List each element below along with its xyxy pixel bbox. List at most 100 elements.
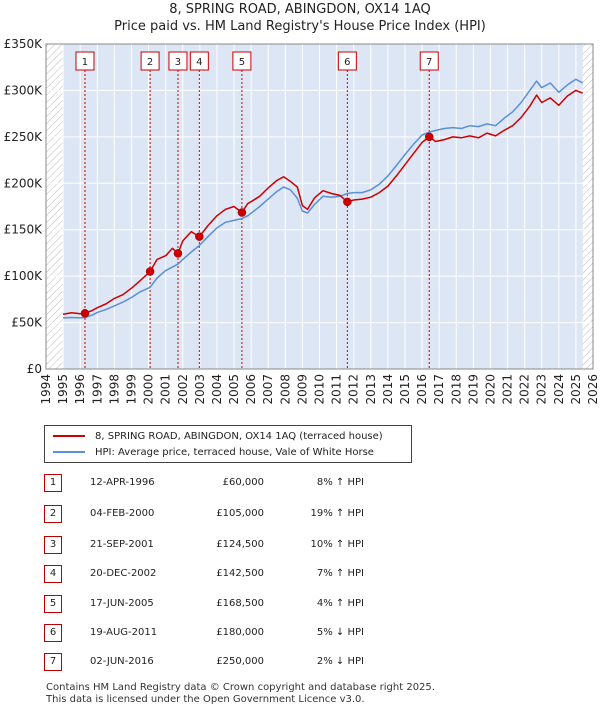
- x-tick-label: 2016: [415, 374, 429, 405]
- x-tick-label: 2010: [313, 374, 327, 405]
- legend-swatch-property: [53, 435, 85, 437]
- sale-number-badge: 3: [44, 536, 62, 554]
- x-tick-label: 1997: [90, 374, 104, 405]
- x-tick-label: 2004: [210, 374, 224, 405]
- sale-hpi-diff: 10% ↑ HPI: [310, 539, 364, 550]
- x-tick-label: 2026: [586, 374, 600, 405]
- sale-hpi-diff: 5% ↓ HPI: [316, 627, 364, 638]
- sale-number-label: 5: [239, 57, 245, 68]
- y-tick-label: £50K: [11, 316, 43, 330]
- sale-number-box: [232, 51, 252, 71]
- x-tick-label: 2001: [159, 374, 173, 405]
- sale-date: 21-SEP-2001: [90, 539, 154, 550]
- x-tick-label: 2017: [432, 374, 446, 405]
- sale-number-box: [189, 51, 209, 71]
- sale-date: 02-JUN-2016: [90, 656, 154, 667]
- x-tick-label: 2015: [398, 374, 412, 405]
- sale-number-box: [419, 51, 439, 71]
- sale-number-badge: 5: [44, 595, 62, 613]
- x-tick-label: 2019: [466, 374, 480, 405]
- legend-item-hpi: HPI: Average price, terraced house, Vale…: [53, 445, 374, 459]
- table-row: 4 20-DEC-2002 £142,500 7% ↑ HPI: [44, 565, 564, 585]
- x-tick-label: 2008: [278, 374, 292, 405]
- legend-item-property: 8, SPRING ROAD, ABINGDON, OX14 1AQ (terr…: [53, 429, 383, 443]
- sale-number-box: [140, 51, 160, 71]
- x-tick-label: 2014: [381, 374, 395, 405]
- sale-date: 04-FEB-2000: [90, 508, 155, 519]
- sale-number-label: 2: [147, 57, 153, 68]
- sale-number-label: 7: [426, 57, 432, 68]
- x-tick-label: 2005: [227, 374, 241, 405]
- y-tick-label: £150K: [4, 223, 44, 237]
- sale-point: [424, 132, 434, 142]
- sale-price: £180,000: [216, 627, 264, 638]
- sale-hpi-diff: 19% ↑ HPI: [310, 508, 364, 519]
- x-tick-label: 2022: [518, 374, 532, 405]
- sale-point: [195, 232, 204, 241]
- x-tick-label: 2009: [295, 374, 309, 405]
- table-row: 7 02-JUN-2016 £250,000 2% ↓ HPI: [44, 653, 564, 673]
- sale-number-badge: 1: [44, 474, 62, 492]
- legend-swatch-hpi: [53, 451, 85, 453]
- x-tick-label: 1994: [39, 374, 53, 405]
- sale-number-badge: 4: [44, 565, 62, 583]
- hatched-region-before-data: [46, 44, 64, 369]
- sale-price: £105,000: [216, 508, 264, 519]
- table-row: 1 12-APR-1996 £60,000 8% ↑ HPI: [44, 474, 564, 494]
- table-row: 2 04-FEB-2000 £105,000 19% ↑ HPI: [44, 505, 564, 525]
- sale-point: [343, 197, 352, 207]
- sale-date: 17-JUN-2005: [90, 598, 154, 609]
- x-tick-label: 2023: [535, 374, 549, 405]
- sale-point: [80, 309, 90, 318]
- footer-licence: This data is licensed under the Open Gov…: [46, 694, 365, 705]
- sale-hpi-diff: 8% ↑ HPI: [316, 477, 364, 488]
- sale-date: 19-AUG-2011: [90, 627, 158, 638]
- table-row: 5 17-JUN-2005 £168,500 4% ↑ HPI: [44, 595, 564, 615]
- sale-point: [173, 249, 183, 258]
- sale-hpi-diff: 2% ↓ HPI: [316, 656, 364, 667]
- legend-label-hpi: HPI: Average price, terraced house, Vale…: [95, 446, 374, 458]
- sale-number-label: 3: [175, 57, 181, 68]
- x-tick-label: 2003: [193, 374, 207, 405]
- chart-title: 8, SPRING ROAD, ABINGDON, OX14 1AQ: [169, 2, 431, 17]
- y-tick-label: £0: [27, 362, 42, 376]
- sale-date: 12-APR-1996: [90, 477, 155, 488]
- x-tick-label: 2006: [244, 374, 258, 405]
- chart-subtitle: Price paid vs. HM Land Registry's House …: [114, 19, 486, 34]
- sale-hpi-diff: 4% ↑ HPI: [316, 598, 364, 609]
- x-tick-label: 1998: [107, 374, 121, 405]
- x-tick-label: 2025: [569, 374, 583, 405]
- sale-number-label: 4: [196, 57, 202, 68]
- table-row: 3 21-SEP-2001 £124,500 10% ↑ HPI: [44, 536, 564, 556]
- plot-frame: [45, 43, 594, 370]
- x-tick-label: 2018: [449, 374, 463, 405]
- sale-number-label: 6: [344, 57, 350, 68]
- x-tick-label: 2000: [142, 374, 156, 405]
- x-tick-label: 1996: [73, 374, 87, 405]
- sale-number-box: [337, 51, 357, 71]
- legend: 8, SPRING ROAD, ABINGDON, OX14 1AQ (terr…: [44, 425, 412, 463]
- y-tick-label: £350K: [4, 37, 44, 51]
- sale-date: 20-DEC-2002: [90, 568, 157, 579]
- y-tick-label: £300K: [4, 83, 44, 97]
- sale-number-box: [75, 51, 95, 71]
- footer-copyright: Contains HM Land Registry data © Crown c…: [46, 682, 435, 693]
- price-chart: £0 £50K £100K £150K £200K £250K £300K £350K 1994…: [4, 37, 600, 405]
- sale-point: [145, 267, 155, 276]
- x-tick-label: 2020: [483, 374, 497, 405]
- x-tick-label: 1999: [124, 374, 138, 405]
- sale-hpi-diff: 7% ↑ HPI: [316, 568, 364, 579]
- y-tick-label: £250K: [4, 130, 44, 144]
- x-tick-label: 2007: [261, 374, 275, 405]
- y-tick-label: £100K: [4, 269, 44, 283]
- x-tick-label: 2021: [501, 374, 515, 405]
- sale-number-label: 1: [82, 57, 88, 68]
- sale-price: £60,000: [222, 477, 264, 488]
- sale-number-badge: 7: [44, 653, 62, 671]
- x-tick-label: 2024: [552, 374, 566, 405]
- x-tick-label: 1995: [56, 374, 70, 405]
- x-tick-label: 2012: [347, 374, 361, 405]
- sale-number-badge: 2: [44, 505, 62, 523]
- legend-label-property: 8, SPRING ROAD, ABINGDON, OX14 1AQ (terr…: [95, 430, 383, 442]
- sale-price: £250,000: [216, 656, 264, 667]
